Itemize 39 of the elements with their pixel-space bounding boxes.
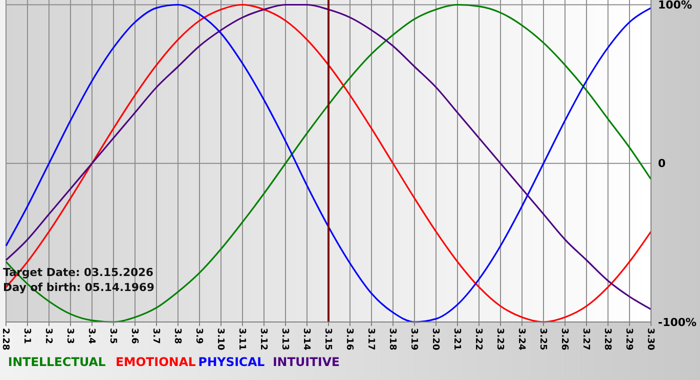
y-tick-label: -100% — [658, 316, 697, 329]
text: EMOTIONAL — [116, 355, 196, 369]
text: PHYSICAL — [198, 355, 266, 369]
x-tick-label: 3.14 — [300, 328, 311, 350]
x-tick-label: 3.27 — [580, 328, 590, 350]
x-tick-label: 3.23 — [494, 328, 504, 350]
x-tick-label: 3.6 — [128, 328, 139, 344]
x-tick-label: 3.11 — [236, 328, 246, 350]
x-tick-label: 3.19 — [408, 328, 418, 350]
text: INTELLECTUAL — [8, 355, 106, 369]
x-tick-label: 3.7 — [150, 328, 160, 344]
x-tick-label: 3.4 — [86, 328, 96, 344]
x-tick-label: 3.22 — [472, 328, 483, 350]
annotation: Day of birth: 05.14.1969 — [3, 281, 154, 294]
x-tick-label: 3.5 — [107, 328, 118, 344]
x-tick-label: 3.16 — [344, 328, 354, 350]
x-tick-label: 3.2 — [42, 328, 53, 344]
x-tick-label: 3.10 — [214, 328, 225, 350]
x-tick-label: 3.21 — [451, 328, 462, 350]
x-tick-label: 3.29 — [623, 328, 634, 350]
text: INTUITIVE — [272, 355, 340, 369]
x-tick-label: 3.3 — [64, 328, 74, 344]
x-tick-label: 3.9 — [193, 328, 204, 344]
x-tick-label: 3.25 — [537, 328, 548, 350]
x-tick-label: 3.13 — [279, 328, 290, 350]
y-tick-label: 0 — [658, 157, 666, 170]
x-tick-label: 3.28 — [602, 328, 612, 350]
x-tick-label: 3.24 — [516, 328, 526, 350]
x-tick-label: 3.12 — [258, 328, 268, 350]
x-tick-label: 3.20 — [430, 328, 440, 350]
y-tick-label: 100% — [658, 0, 692, 12]
x-tick-label: 3.30 — [644, 328, 655, 350]
x-tick-label: 3.26 — [558, 328, 569, 350]
x-tick-label: 3.15 — [322, 328, 332, 350]
x-tick-label: 3.17 — [365, 328, 376, 350]
x-tick-label: 3.18 — [386, 328, 397, 350]
x-tick-label: 2.28 — [0, 328, 10, 350]
x-tick-label: 3.8 — [172, 328, 182, 344]
x-tick-label: 3.1 — [21, 328, 32, 344]
